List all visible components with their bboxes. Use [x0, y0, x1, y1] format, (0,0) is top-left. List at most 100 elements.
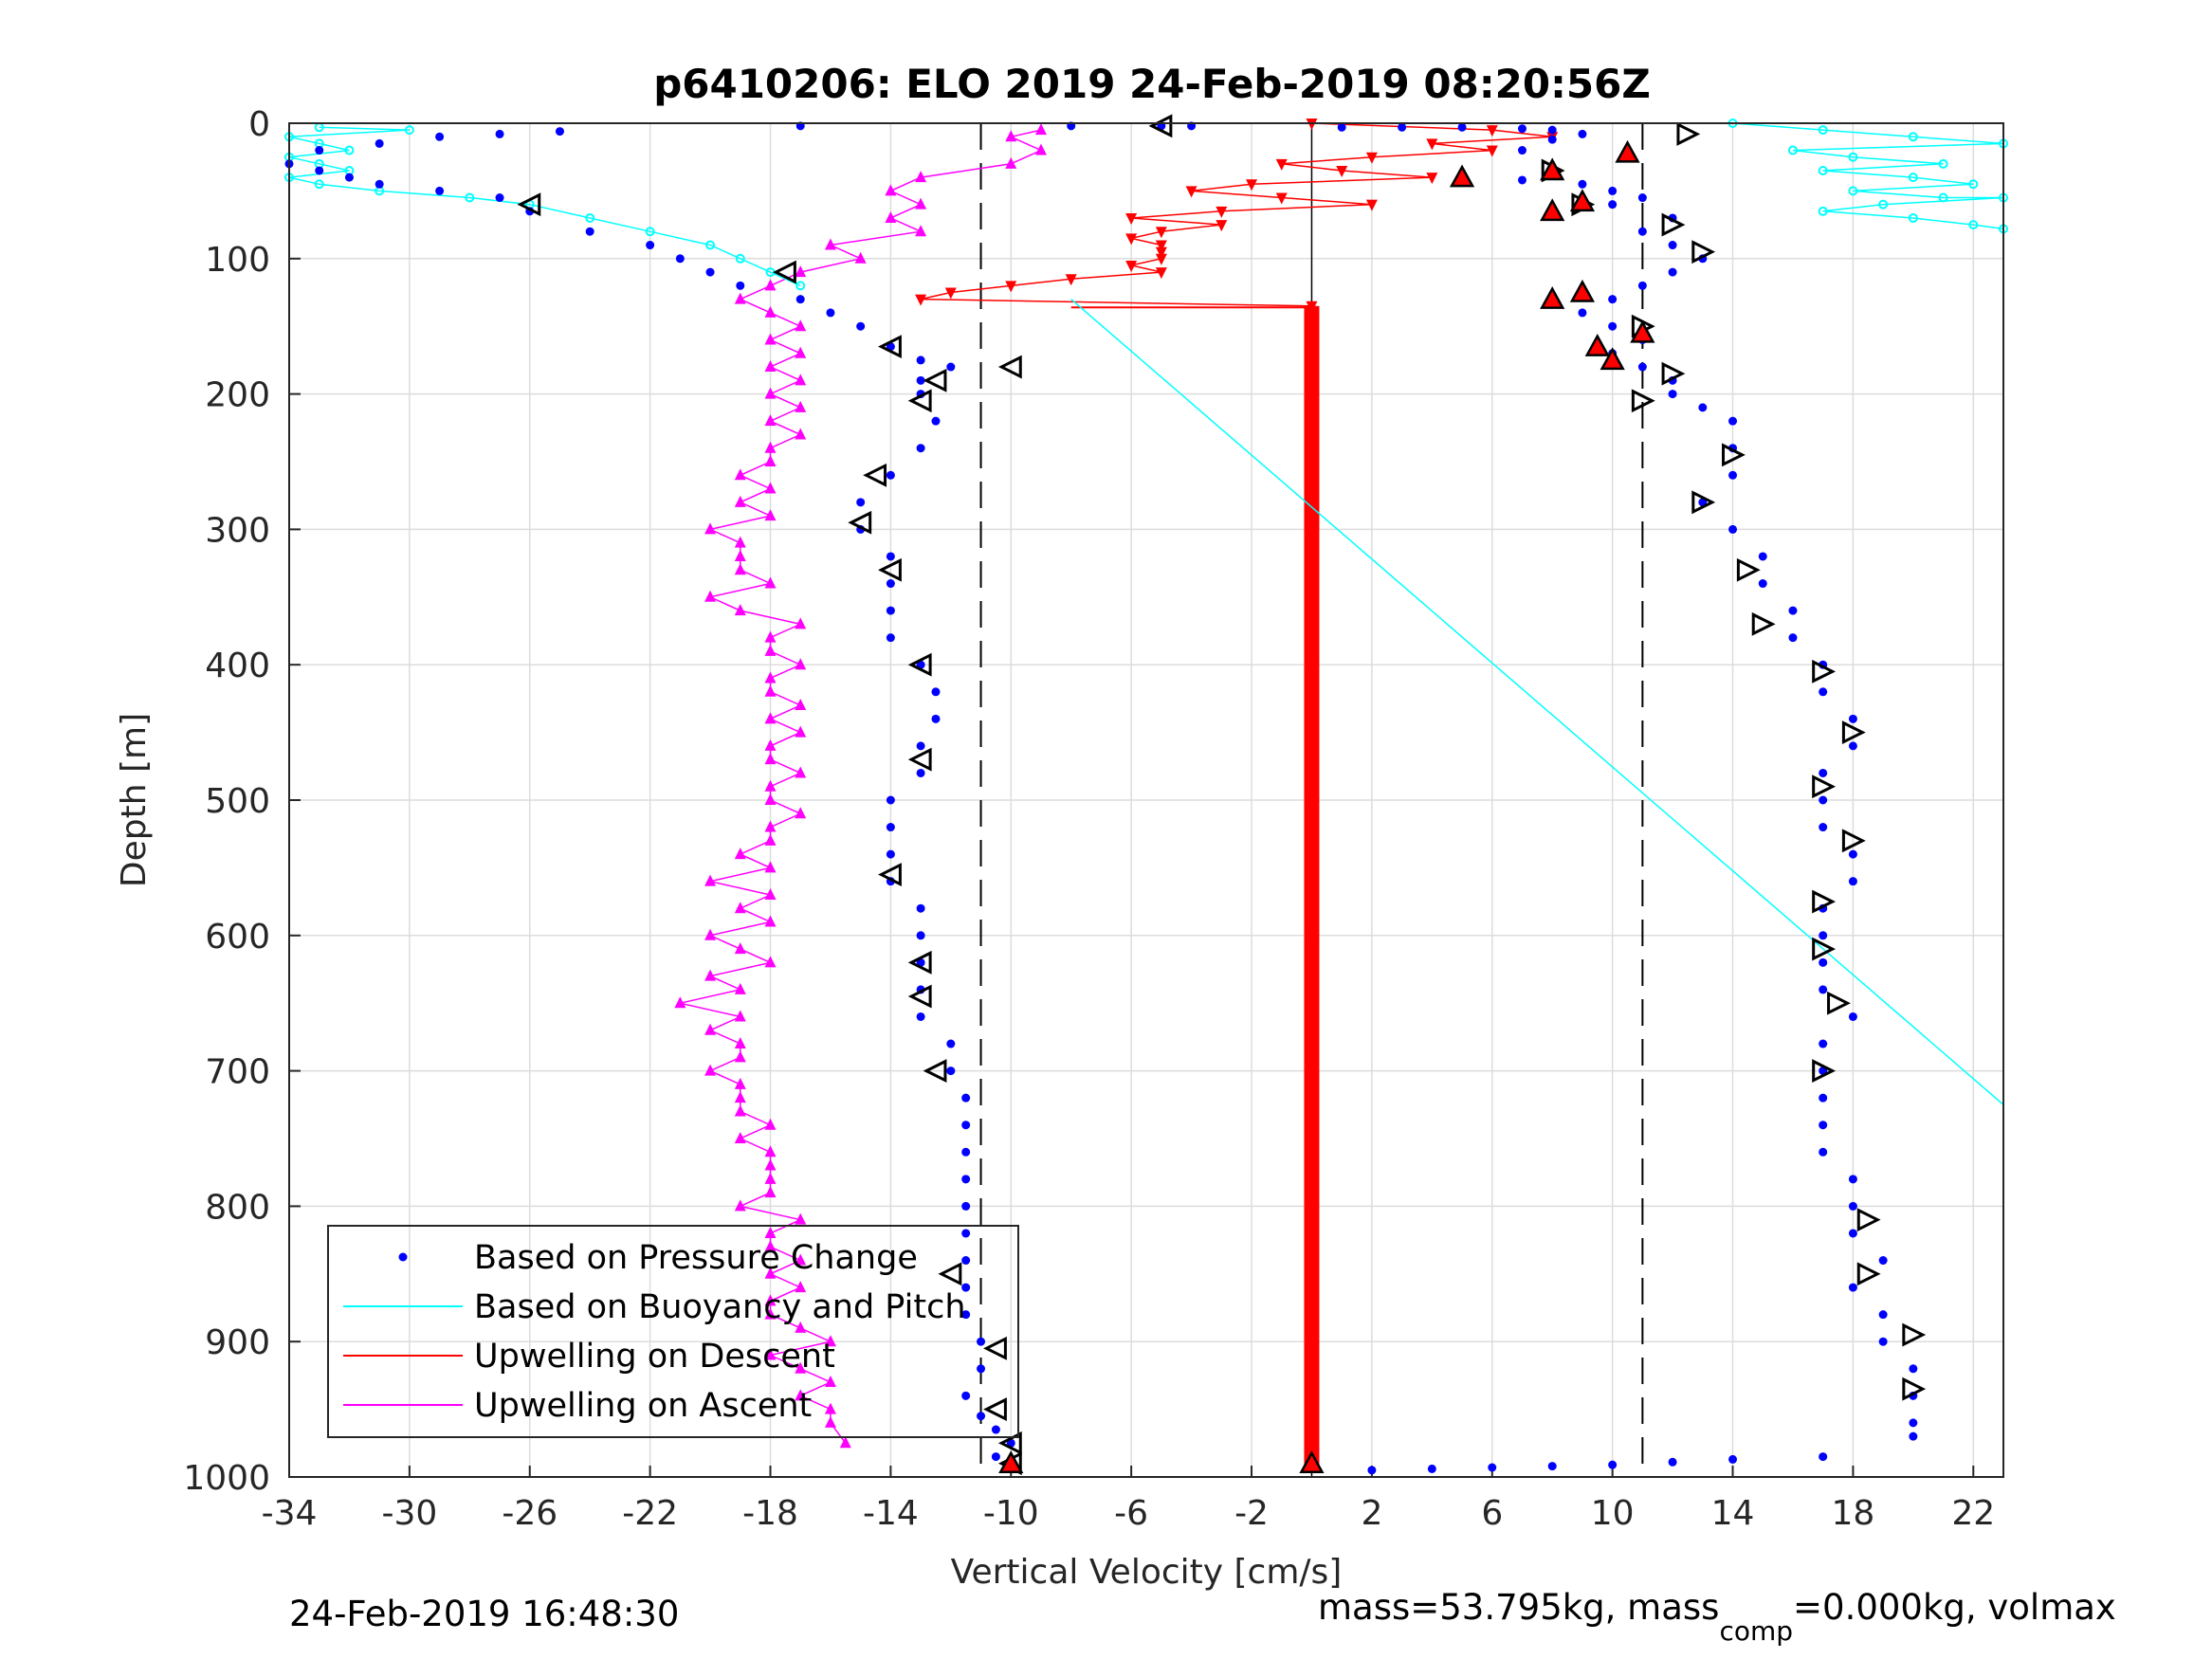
- buoyancy-point: [705, 240, 716, 250]
- upwelling-ascent-point: [795, 374, 807, 386]
- pressure-point: [1819, 957, 1828, 967]
- upwelling-ascent-point: [824, 1376, 836, 1388]
- upwelling-ascent-point: [764, 509, 777, 521]
- y-tick-label: 700: [205, 1053, 270, 1092]
- pressure-point: [1698, 403, 1708, 412]
- pressure-point: [1547, 1462, 1557, 1471]
- upwelling-descent-point: [1155, 240, 1167, 252]
- pressure-point: [886, 849, 895, 859]
- series-line-buoyancy-ascent: [288, 126, 801, 287]
- pressure-point: [375, 179, 384, 189]
- buoyancy-point: [795, 281, 806, 291]
- upwelling-ascent-point: [734, 942, 746, 955]
- x-tick-label: 18: [1831, 1494, 1874, 1533]
- pressure-point: [916, 741, 925, 751]
- descent-open-triangle: [1812, 889, 1837, 914]
- upwelling-ascent-point: [764, 793, 777, 805]
- upwelling-ascent-point: [764, 1294, 777, 1306]
- upwelling-ascent-point: [824, 1335, 836, 1347]
- pressure-point: [1848, 1012, 1857, 1021]
- upwelling-ascent-point: [764, 712, 777, 724]
- pressure-point: [435, 186, 445, 195]
- upwelling-descent-point: [1486, 145, 1498, 157]
- y-tick-label: 500: [205, 782, 270, 821]
- pressure-point: [1728, 470, 1738, 480]
- upwelling-ascent-point: [795, 346, 807, 358]
- upwelling-descent-point: [1125, 212, 1138, 225]
- pressure-point: [1337, 122, 1346, 132]
- pressure-point: [1819, 1039, 1828, 1048]
- upwelling-ascent-point: [915, 225, 927, 237]
- pressure-point: [916, 903, 925, 913]
- pressure-point: [946, 1039, 956, 1048]
- descent-open-triangle: [1676, 121, 1701, 146]
- chart-title: p6410206: ELO 2019 24-Feb-2019 08:20:56Z: [653, 61, 1651, 107]
- series-line-upwelling-descent: [920, 122, 1553, 307]
- pressure-point: [886, 795, 895, 805]
- upwelling-ascent-point: [704, 522, 717, 535]
- pressure-point: [916, 931, 925, 940]
- upwelling-ascent-point: [1034, 123, 1047, 136]
- upwelling-ascent-point: [734, 1132, 746, 1143]
- pressure-point: [916, 356, 925, 365]
- buoyancy-point: [735, 253, 745, 264]
- pressure-point: [1728, 524, 1738, 534]
- pressure-point: [886, 470, 895, 480]
- pressure-point: [916, 444, 925, 453]
- pressure-point: [585, 227, 594, 236]
- pressure-point: [931, 416, 941, 426]
- descent-red-triangle: [1449, 164, 1475, 188]
- y-tick-label: 1000: [183, 1459, 270, 1498]
- pressure-point: [315, 146, 324, 155]
- ascent-open-triangle: [923, 368, 947, 392]
- series-line-buoyancy-trend: [1070, 299, 2004, 1105]
- upwelling-ascent-point: [734, 1104, 746, 1117]
- pressure-point: [916, 768, 925, 777]
- x-tick-label: -14: [863, 1494, 919, 1533]
- pressure-point: [946, 1066, 956, 1076]
- upwelling-ascent-point: [734, 902, 746, 914]
- pressure-point: [1819, 768, 1828, 777]
- pressure-point: [886, 579, 895, 589]
- pressure-point: [1398, 122, 1407, 132]
- descent-red-triangle: [1600, 347, 1625, 371]
- ascent-open-triangle: [878, 557, 902, 582]
- pressure-point: [1819, 795, 1828, 805]
- ascent-open-triangle: [1148, 114, 1173, 138]
- upwelling-ascent-point: [734, 292, 746, 304]
- pressure-point: [495, 193, 504, 203]
- upwelling-ascent-point: [764, 441, 777, 453]
- pressure-point: [1668, 1457, 1677, 1467]
- pressure-point: [886, 823, 895, 832]
- x-tick-label: -2: [1234, 1494, 1269, 1533]
- upwelling-ascent-point: [704, 1064, 717, 1076]
- upwelling-ascent-point: [1034, 143, 1047, 155]
- ascent-open-triangle: [907, 652, 932, 677]
- descent-open-triangle: [1902, 1376, 1927, 1401]
- y-axis-label: Depth [m]: [115, 713, 154, 887]
- pressure-point: [991, 1452, 1000, 1462]
- upwelling-descent-point: [1155, 253, 1167, 265]
- pressure-point: [1608, 295, 1618, 304]
- x-tick-label: 10: [1591, 1494, 1635, 1533]
- upwelling-ascent-point: [764, 644, 777, 656]
- buoyancy-point: [1938, 192, 1948, 203]
- pressure-point: [1668, 267, 1677, 277]
- pressure-point: [495, 129, 504, 138]
- pressure-point: [961, 1147, 971, 1157]
- legend-box: [327, 1225, 1019, 1438]
- buoyancy-point: [1818, 125, 1828, 136]
- pressure-point: [961, 1175, 971, 1184]
- buoyancy-point: [1908, 132, 1918, 142]
- pressure-point: [315, 166, 324, 175]
- y-tick-label: 400: [205, 647, 270, 685]
- pressure-point: [1728, 1454, 1738, 1464]
- upwelling-descent-point: [1125, 260, 1138, 272]
- pressure-point: [946, 362, 956, 372]
- pressure-point: [1848, 741, 1857, 751]
- upwelling-ascent-point: [764, 1186, 777, 1198]
- pressure-point: [1517, 124, 1526, 134]
- upwelling-ascent-point: [764, 387, 777, 399]
- upwelling-ascent-point: [764, 684, 777, 697]
